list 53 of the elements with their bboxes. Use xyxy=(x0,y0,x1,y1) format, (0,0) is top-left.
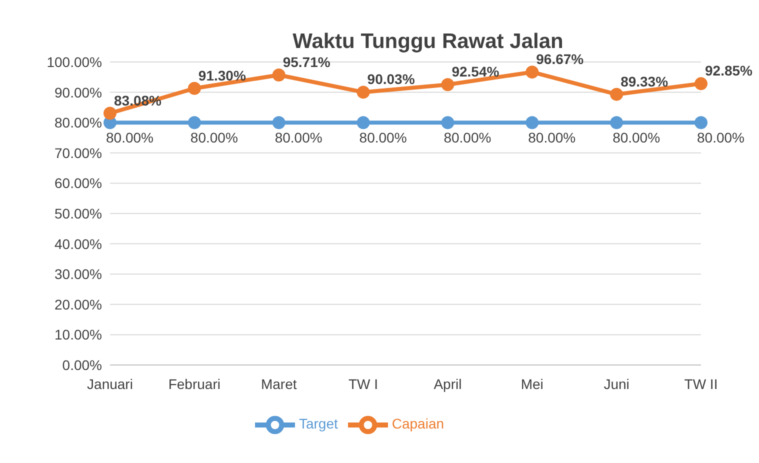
data-label: 91.30% xyxy=(198,67,246,84)
y-tick-label: 20.00% xyxy=(54,296,102,312)
data-label: 95.71% xyxy=(282,54,331,70)
point xyxy=(104,116,116,130)
x-tick-label: Maret xyxy=(260,376,297,392)
data-label: 96.67% xyxy=(536,51,584,68)
x-tick-label: April xyxy=(434,376,462,392)
point xyxy=(272,116,286,130)
point xyxy=(526,66,539,79)
x-tick-label: Juni xyxy=(604,376,630,392)
data-label: 90.03% xyxy=(367,71,416,88)
point xyxy=(441,116,454,130)
data-label: 80.00% xyxy=(359,130,407,146)
chart-title: Waktu Tunggu Rawat Jalan xyxy=(292,30,564,54)
point xyxy=(188,82,201,95)
point xyxy=(610,88,624,101)
legend-label: Capaian xyxy=(392,416,444,432)
point xyxy=(356,86,370,99)
point xyxy=(526,116,539,130)
data-label: 80.00% xyxy=(612,130,660,146)
y-tick-label: 100.00% xyxy=(46,54,102,70)
point xyxy=(694,77,708,90)
point xyxy=(356,116,370,130)
point xyxy=(104,106,116,120)
data-label: 89.33% xyxy=(620,73,669,90)
data-label: 80.00% xyxy=(697,130,744,146)
y-tick-label: 10.00% xyxy=(54,326,102,343)
data-label: 92.85% xyxy=(705,62,754,79)
y-tick-label: 60.00% xyxy=(54,175,102,192)
y-tick-label: 80.00% xyxy=(54,114,102,131)
x-tick-label: Januari xyxy=(87,376,133,392)
data-label: 80.00% xyxy=(444,130,492,146)
x-tick-label: TW II xyxy=(684,376,718,392)
point xyxy=(188,116,201,130)
legend-label: Target xyxy=(298,416,338,432)
point xyxy=(272,68,286,82)
x-tick-label: Mei xyxy=(520,376,544,392)
data-label: 80.00% xyxy=(274,130,322,146)
data-label: 80.00% xyxy=(106,130,154,146)
data-label: 80.00% xyxy=(528,130,576,146)
point xyxy=(610,116,624,130)
x-tick-label: TW I xyxy=(348,376,378,392)
data-label: 92.54% xyxy=(452,64,500,80)
y-tick-label: 30.00% xyxy=(54,266,102,282)
point xyxy=(441,78,454,92)
y-tick-label: 90.00% xyxy=(54,84,102,100)
y-tick-label: 0.00% xyxy=(62,356,102,373)
y-tick-label: 40.00% xyxy=(54,236,102,252)
y-tick-label: 50.00% xyxy=(54,205,102,222)
point xyxy=(694,116,708,130)
y-tick-label: 70.00% xyxy=(54,144,102,161)
x-tick-label: Februari xyxy=(168,376,220,392)
data-label: 80.00% xyxy=(190,130,238,146)
